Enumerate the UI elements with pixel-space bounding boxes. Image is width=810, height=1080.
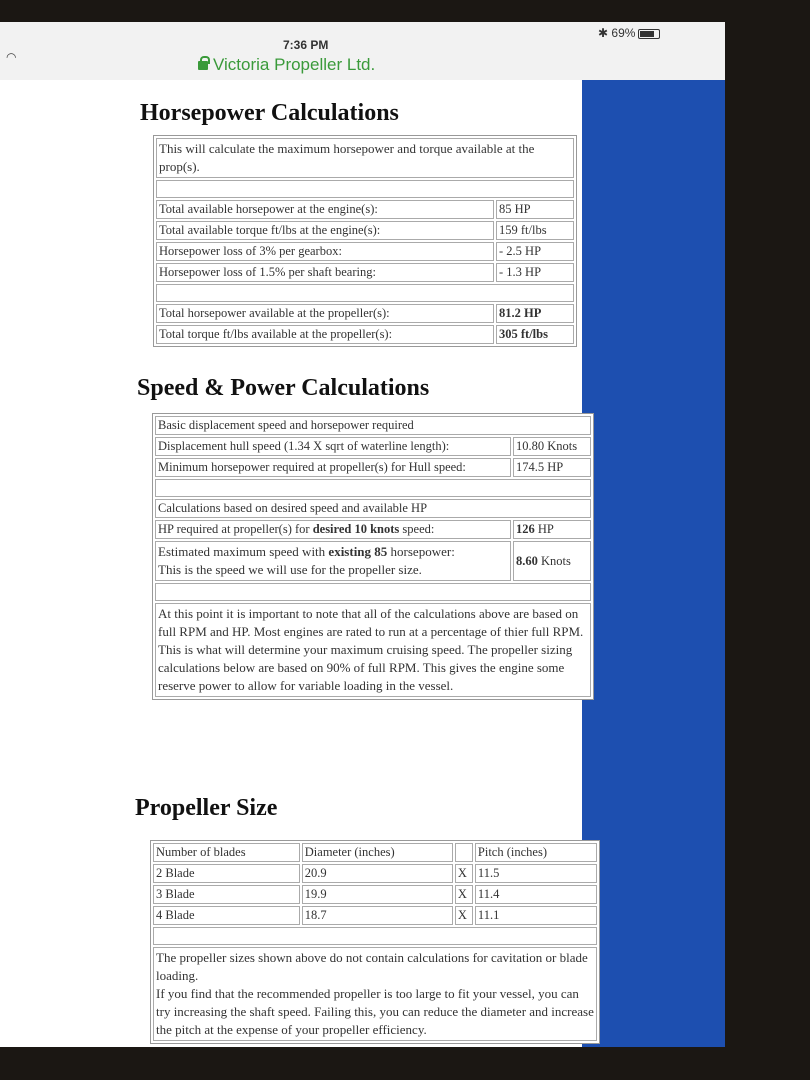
table-row: HP required at propeller(s) for desired … (155, 520, 591, 539)
fit-note: If you find that the recommended propell… (156, 986, 594, 1037)
diameter-cell: 18.7 (301, 906, 453, 925)
row-label: Total available horsepower at the engine… (156, 200, 494, 219)
row-label: Total torque ft/lbs available at the pro… (156, 325, 494, 344)
row-label: Total available torque ft/lbs at the eng… (156, 221, 494, 240)
spacer-row (156, 180, 574, 198)
row-value: 10.80 Knots (513, 437, 591, 456)
propeller-note: The propeller sizes shown above do not c… (153, 947, 597, 1041)
propeller-title: Propeller Size (135, 795, 278, 821)
section-heading: Calculations based on desired speed and … (155, 499, 591, 518)
row-value: 8.60 Knots (513, 541, 591, 581)
pitch-cell: 11.1 (474, 906, 597, 925)
x-cell: X (454, 864, 473, 883)
row-label: Horsepower loss of 1.5% per shaft bearin… (156, 263, 494, 282)
blades-cell: 2 Blade (153, 864, 300, 883)
header-row: Number of blades Diameter (inches) Pitch (… (153, 843, 597, 862)
spacer-row (156, 284, 574, 302)
pitch-cell: 11.5 (474, 864, 597, 883)
text: speed: (399, 522, 435, 536)
x-cell: X (454, 906, 473, 925)
ipad-screen: ◠ 7:36 PM Victoria Propeller Ltd. ✱ 69% … (0, 22, 725, 1047)
table-row: 2 Blade 20.9 X 11.5 (153, 864, 597, 883)
column-header: Diameter (inches) (301, 843, 453, 862)
text: This is the speed we will use for the pr… (158, 562, 422, 577)
table-row: Horsepower loss of 3% per gearbox: - 2.5 … (156, 242, 574, 261)
table-row: Horsepower loss of 1.5% per shaft bearin… (156, 263, 574, 282)
row-label: HP required at propeller(s) for desired … (155, 520, 511, 539)
section-heading: Basic displacement speed and horsepower … (155, 416, 591, 435)
spacer-row (155, 479, 591, 497)
status-bar: ◠ 7:36 PM Victoria Propeller Ltd. ✱ 69% (0, 22, 725, 80)
diameter-cell: 19.9 (301, 885, 453, 904)
horsepower-title: Horsepower Calculations (140, 100, 399, 126)
row-label: Estimated maximum speed with existing 85… (155, 541, 511, 581)
column-header (454, 843, 473, 862)
blades-cell: 4 Blade (153, 906, 300, 925)
blades-cell: 3 Blade (153, 885, 300, 904)
table-row: Estimated maximum speed with existing 85… (155, 541, 591, 581)
address-bar[interactable]: Victoria Propeller Ltd. (198, 55, 375, 75)
row-label: Horsepower loss of 3% per gearbox: (156, 242, 494, 261)
row-value: 174.5 HP (513, 458, 591, 477)
lock-icon (198, 56, 210, 70)
bluetooth-icon: ✱ (598, 26, 612, 40)
table-row: 4 Blade 18.7 X 11.1 (153, 906, 597, 925)
value-unit: Knots (537, 553, 571, 568)
row-label: Minimum horsepower required at propeller… (155, 458, 511, 477)
wifi-icon: ◠ (6, 50, 17, 64)
table-row: 3 Blade 19.9 X 11.4 (153, 885, 597, 904)
text: horsepower: (387, 544, 455, 559)
value-number: 126 (516, 522, 535, 536)
column-header: Pitch (inches) (474, 843, 597, 862)
speed-title: Speed & Power Calculations (137, 375, 430, 401)
web-page: Horsepower Calculations This will calcul… (0, 80, 600, 1047)
text: Estimated maximum speed with (158, 544, 329, 559)
total-row: Total torque ft/lbs available at the pro… (156, 325, 574, 344)
row-label: Total horsepower available at the propel… (156, 304, 494, 323)
battery-icon (638, 28, 661, 39)
table-row: Total available torque ft/lbs at the eng… (156, 221, 574, 240)
row-value: 305 ft/lbs (496, 325, 574, 344)
row-value: 81.2 HP (496, 304, 574, 323)
x-cell: X (454, 885, 473, 904)
diameter-cell: 20.9 (301, 864, 453, 883)
bold-text: existing 85 (328, 544, 388, 559)
rpm-note: At this point it is important to note th… (155, 603, 591, 697)
row-value: 126 HP (513, 520, 591, 539)
table-row: Minimum horsepower required at propeller… (155, 458, 591, 477)
battery-status: ✱ 69% (598, 26, 661, 40)
clock: 7:36 PM (283, 38, 329, 52)
battery-percent: 69% (611, 26, 636, 40)
row-label: Displacement hull speed (1.34 X sqrt of … (155, 437, 511, 456)
spacer-row (153, 927, 597, 945)
row-value: 159 ft/lbs (496, 221, 574, 240)
horsepower-intro: This will calculate the maximum horsepow… (156, 138, 574, 178)
row-value: - 2.5 HP (496, 242, 574, 261)
cavitation-note: The propeller sizes shown above do not c… (156, 950, 588, 983)
value-number: 8.60 (516, 553, 538, 568)
sidebar-background (582, 80, 725, 1047)
total-row: Total horsepower available at the propel… (156, 304, 574, 323)
site-name: Victoria Propeller Ltd. (213, 55, 376, 74)
column-header: Number of blades (153, 843, 300, 862)
table-row: Displacement hull speed (1.34 X sqrt of … (155, 437, 591, 456)
horsepower-table: This will calculate the maximum horsepow… (153, 135, 577, 347)
value-unit: HP (534, 522, 554, 536)
row-value: - 1.3 HP (496, 263, 574, 282)
propeller-table: Number of blades Diameter (inches) Pitch (… (150, 840, 600, 1044)
table-row: Total available horsepower at the engine… (156, 200, 574, 219)
bold-text: desired 10 knots (312, 522, 400, 536)
text: HP required at propeller(s) for (158, 522, 313, 536)
spacer-row (155, 583, 591, 601)
row-value: 85 HP (496, 200, 574, 219)
speed-table: Basic displacement speed and horsepower … (152, 413, 594, 700)
pitch-cell: 11.4 (474, 885, 597, 904)
